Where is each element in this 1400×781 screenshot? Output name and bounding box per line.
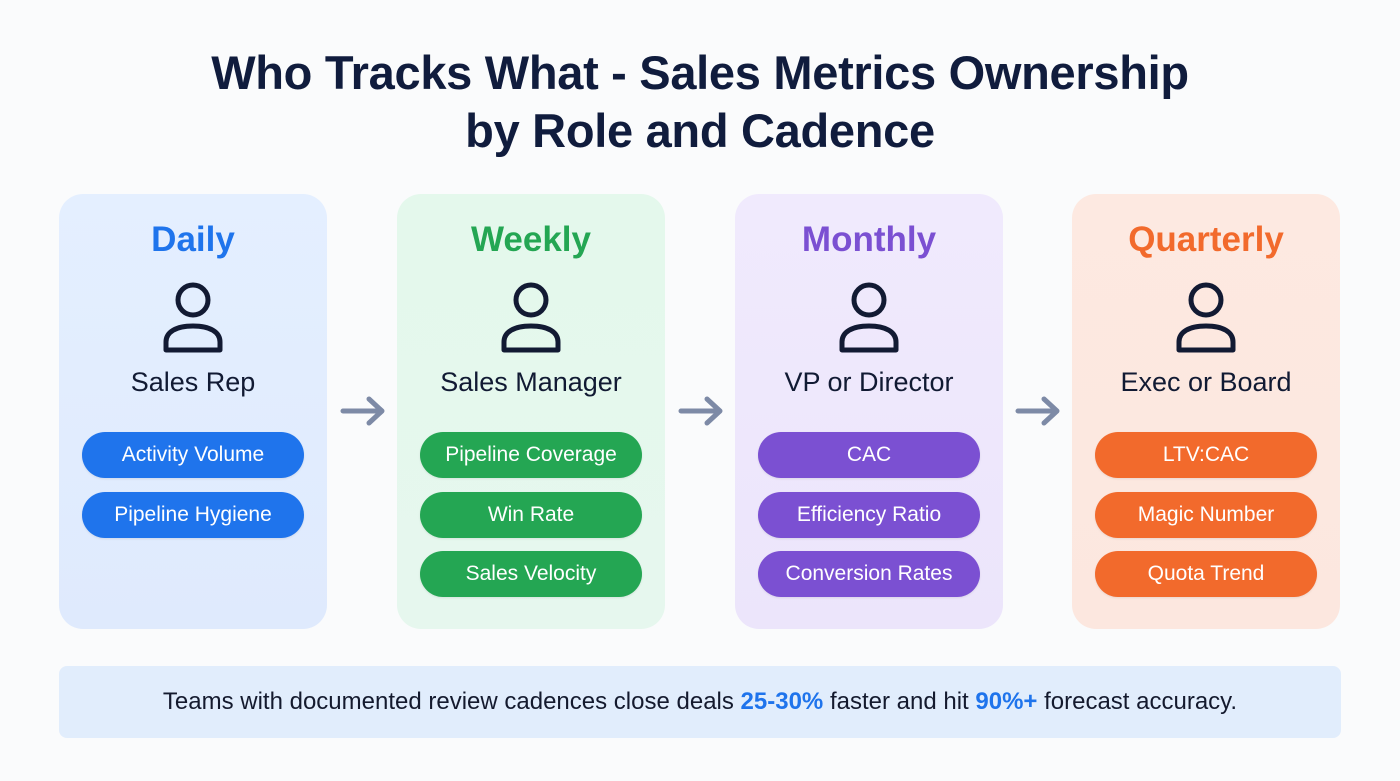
stage-card-monthly: Monthly VP or Director CAC Efficiency Ra… — [735, 194, 1003, 629]
metric-pill: Magic Number — [1095, 491, 1317, 538]
person-icon — [839, 282, 899, 353]
footer-text: forecast accuracy. — [1037, 688, 1238, 715]
stage-card-quarterly: Quarterly Exec or Board LTV:CAC Magic Nu… — [1072, 194, 1340, 629]
stat-highlight: 90%+ — [975, 688, 1038, 715]
stage-card-weekly: Weekly Sales Manager Pipeline Coverage W… — [397, 194, 665, 629]
cadence-label: Daily — [151, 220, 235, 259]
metric-list: CAC Efficiency Ratio Conversion Rates — [758, 432, 980, 611]
metric-pill: CAC — [758, 432, 980, 478]
arrow-right-icon — [340, 396, 385, 426]
footer-callout: Teams with documented review cadences cl… — [59, 666, 1341, 738]
footer-text: Teams with documented review cadences cl… — [162, 688, 741, 715]
page-title: Who Tracks What - Sales Metrics Ownershi… — [0, 44, 1400, 160]
cadence-label: Monthly — [801, 220, 937, 259]
role-label: Sales Rep — [130, 367, 256, 397]
metric-pill: Efficiency Ratio — [758, 491, 980, 538]
title-line-2: by Role and Cadence — [465, 104, 935, 157]
role-label: VP or Director — [784, 367, 954, 397]
metric-pill: Conversion Rates — [758, 551, 980, 597]
metric-pill: Pipeline Hygiene — [82, 491, 304, 538]
title-line-1: Who Tracks What - Sales Metrics Ownershi… — [211, 46, 1189, 99]
person-icon — [501, 282, 561, 353]
person-icon — [1176, 282, 1236, 353]
arrow-right-icon — [678, 396, 723, 426]
metric-pill: Quota Trend — [1095, 551, 1317, 597]
metric-pill: LTV:CAC — [1095, 432, 1317, 478]
stat-highlight: 25-30% — [740, 688, 824, 715]
role-label: Sales Manager — [440, 367, 622, 397]
stage-card-daily: Daily Sales Rep Activity Volume Pipeline… — [59, 194, 327, 629]
metric-pill: Win Rate — [420, 491, 642, 538]
metric-list: LTV:CAC Magic Number Quota Trend — [1095, 432, 1317, 611]
arrow-right-icon — [1015, 396, 1060, 426]
metric-pill: Pipeline Coverage — [420, 432, 642, 478]
person-icon — [163, 282, 223, 353]
role-label: Exec or Board — [1120, 367, 1292, 397]
metric-list: Pipeline Coverage Win Rate Sales Velocit… — [420, 432, 642, 611]
cadence-label: Weekly — [471, 220, 591, 259]
metric-list: Activity Volume Pipeline Hygiene — [82, 432, 304, 551]
metric-pill: Sales Velocity — [420, 551, 642, 597]
footer-text: faster and hit — [823, 688, 976, 715]
metric-pill: Activity Volume — [82, 432, 304, 478]
cadence-label: Quarterly — [1128, 220, 1284, 259]
